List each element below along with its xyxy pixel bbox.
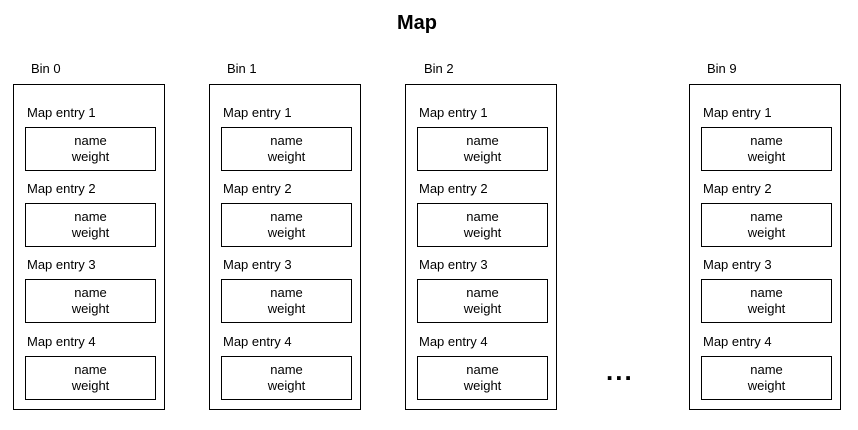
entry-weight-field: weight [267, 378, 306, 393]
bin-container: Map entry 1 name weight Map entry 2 name… [13, 84, 165, 410]
entry-name-field: name [74, 133, 107, 148]
entry-weight-field: weight [747, 301, 786, 316]
bin-label: Bin 9 [707, 61, 737, 76]
entry-weight-field: weight [463, 301, 502, 316]
entry-name-field: name [270, 285, 303, 300]
entry-name-field: name [750, 285, 783, 300]
map-entry-box: name weight [417, 279, 548, 323]
entry-weight-field: weight [463, 149, 502, 164]
map-entry-label: Map entry 2 [27, 181, 96, 196]
map-entry-box: name weight [417, 356, 548, 400]
entry-name-field: name [270, 362, 303, 377]
bin-label: Bin 1 [227, 61, 257, 76]
entry-name-field: name [466, 285, 499, 300]
entry-name-field: name [750, 209, 783, 224]
bin-label: Bin 2 [424, 61, 454, 76]
map-entry-box: name weight [417, 127, 548, 171]
map-entry-box: name weight [417, 203, 548, 247]
map-entry-label: Map entry 1 [419, 105, 488, 120]
map-entry-box: name weight [221, 203, 352, 247]
entry-name-field: name [466, 133, 499, 148]
entry-weight-field: weight [747, 225, 786, 240]
map-entry-box: name weight [25, 127, 156, 171]
map-entry-box: name weight [221, 356, 352, 400]
entry-weight-field: weight [463, 225, 502, 240]
map-entry-label: Map entry 4 [27, 334, 96, 349]
map-entry-label: Map entry 1 [703, 105, 772, 120]
entry-name-field: name [466, 362, 499, 377]
entry-name-field: name [270, 209, 303, 224]
map-entry-label: Map entry 3 [703, 257, 772, 272]
entry-weight-field: weight [71, 149, 110, 164]
bin-label: Bin 0 [31, 61, 61, 76]
map-entry-label: Map entry 1 [27, 105, 96, 120]
diagram-title: Map [397, 12, 437, 34]
entry-name-field: name [466, 209, 499, 224]
map-entry-label: Map entry 3 [419, 257, 488, 272]
entry-weight-field: weight [747, 149, 786, 164]
map-entry-box: name weight [25, 279, 156, 323]
entry-name-field: name [74, 209, 107, 224]
entry-weight-field: weight [267, 225, 306, 240]
entry-weight-field: weight [463, 378, 502, 393]
map-entry-label: Map entry 2 [703, 181, 772, 196]
map-entry-box: name weight [701, 356, 832, 400]
map-entry-label: Map entry 2 [223, 181, 292, 196]
map-entry-box: name weight [25, 203, 156, 247]
entry-name-field: name [750, 362, 783, 377]
entry-name-field: name [750, 133, 783, 148]
entry-weight-field: weight [267, 149, 306, 164]
map-entry-label: Map entry 1 [223, 105, 292, 120]
map-entry-box: name weight [701, 203, 832, 247]
map-entry-box: name weight [701, 279, 832, 323]
entry-name-field: name [74, 362, 107, 377]
map-entry-label: Map entry 3 [27, 257, 96, 272]
entry-name-field: name [74, 285, 107, 300]
entry-weight-field: weight [71, 301, 110, 316]
ellipsis: ... [606, 356, 634, 386]
map-entry-box: name weight [25, 356, 156, 400]
map-entry-label: Map entry 3 [223, 257, 292, 272]
map-entry-label: Map entry 4 [223, 334, 292, 349]
map-entry-label: Map entry 4 [419, 334, 488, 349]
entry-weight-field: weight [71, 225, 110, 240]
entry-weight-field: weight [747, 378, 786, 393]
map-entry-label: Map entry 4 [703, 334, 772, 349]
entry-name-field: name [270, 133, 303, 148]
entry-weight-field: weight [71, 378, 110, 393]
map-entry-box: name weight [221, 127, 352, 171]
bin-container: Map entry 1 name weight Map entry 2 name… [405, 84, 557, 410]
map-entry-label: Map entry 2 [419, 181, 488, 196]
map-entry-box: name weight [221, 279, 352, 323]
bin-container: Map entry 1 name weight Map entry 2 name… [209, 84, 361, 410]
entry-weight-field: weight [267, 301, 306, 316]
map-entry-box: name weight [701, 127, 832, 171]
bin-container: Map entry 1 name weight Map entry 2 name… [689, 84, 841, 410]
